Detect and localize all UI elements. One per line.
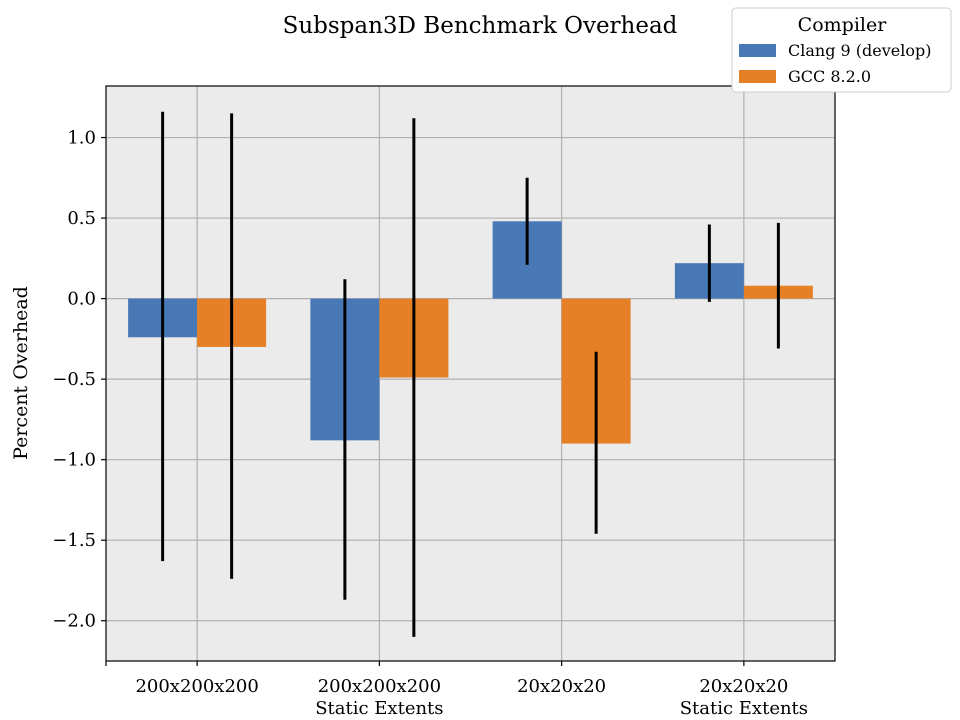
y-tick-label: 0.5 [67, 208, 96, 229]
legend-label-clang: Clang 9 (develop) [788, 41, 932, 60]
y-tick-label: −1.5 [52, 530, 96, 551]
x-tick-label: 20x20x20 [699, 676, 788, 697]
legend-swatch-clang [739, 44, 776, 57]
y-tick-label: −2.0 [52, 611, 96, 632]
x-tick-label: Static Extents [315, 698, 443, 719]
x-tick-label: 200x200x200 [135, 676, 258, 697]
y-tick-label: 0.0 [67, 289, 96, 310]
x-tick-label: Static Extents [680, 698, 808, 719]
x-tick-label: 20x20x20 [517, 676, 606, 697]
plot-area [106, 86, 835, 661]
x-tick-label: 200x200x200 [318, 676, 441, 697]
legend: Compiler Clang 9 (develop) GCC 8.2.0 [731, 7, 952, 93]
y-tick-label: −0.5 [52, 369, 96, 390]
chart-title: Subspan3D Benchmark Overhead [283, 13, 678, 39]
y-axis-label: Percent Overhead [10, 286, 32, 460]
legend-title: Compiler [798, 14, 888, 36]
y-tick-label: 1.0 [67, 128, 96, 149]
legend-label-gcc: GCC 8.2.0 [788, 67, 871, 86]
error-bars [161, 111, 780, 637]
legend-box [731, 7, 952, 93]
legend-swatch-gcc [739, 70, 776, 83]
y-axis-ticks: −2.0 −1.5 −1.0 −0.5 0.0 0.5 1.0 [52, 128, 106, 632]
y-tick-label: −1.0 [52, 450, 96, 471]
plot-frame [105, 85, 836, 662]
